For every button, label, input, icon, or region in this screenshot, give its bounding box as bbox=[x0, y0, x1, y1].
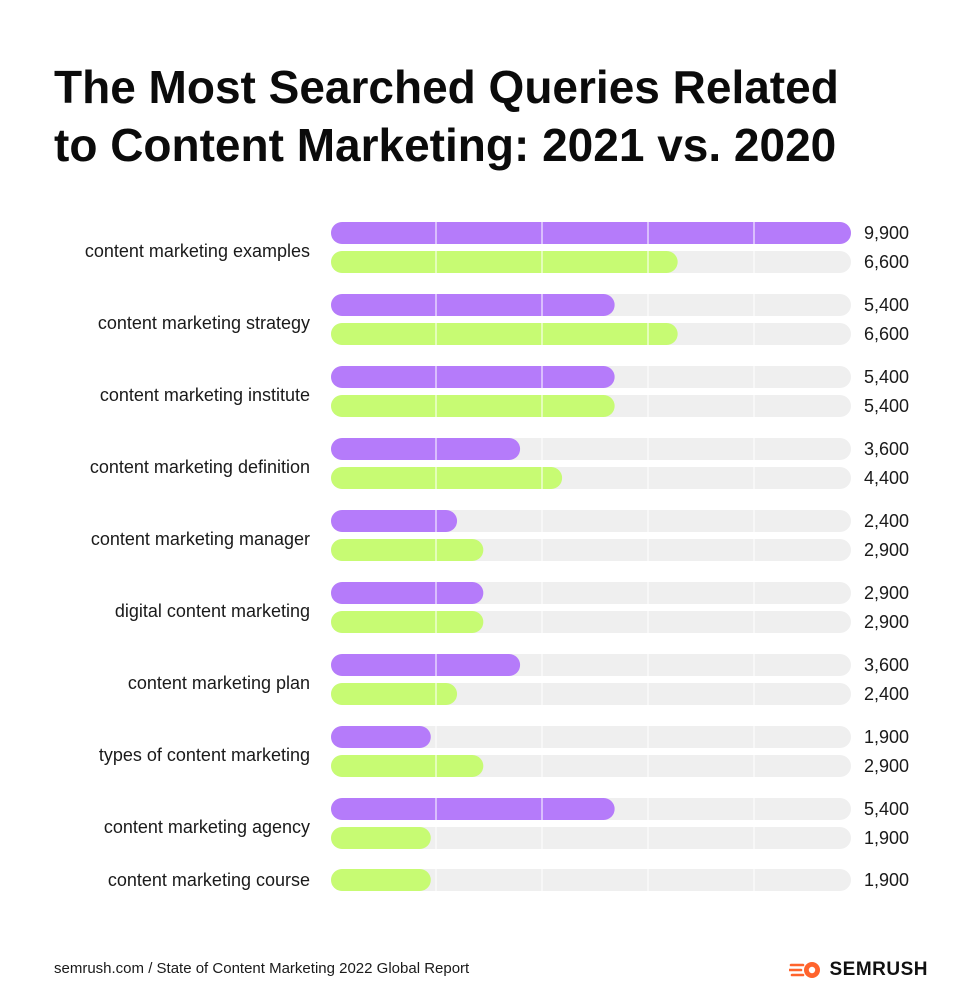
bar-2020 bbox=[331, 395, 615, 417]
bar-track bbox=[331, 869, 851, 891]
category-label: digital content marketing bbox=[115, 601, 310, 621]
semrush-fire-icon bbox=[789, 962, 821, 978]
bar-2021 bbox=[331, 798, 615, 820]
category-label: types of content marketing bbox=[99, 745, 310, 765]
value-label: 2,900 bbox=[864, 583, 909, 603]
value-label: 5,400 bbox=[864, 396, 909, 416]
bar-2020 bbox=[331, 755, 484, 777]
chart-title-line-2: to Content Marketing: 2021 vs. 2020 bbox=[54, 119, 837, 171]
value-label: 2,900 bbox=[864, 612, 909, 632]
value-label: 6,600 bbox=[864, 324, 909, 344]
bar-2021 bbox=[331, 582, 484, 604]
bar-2020 bbox=[331, 683, 458, 705]
value-label: 4,400 bbox=[864, 468, 909, 488]
value-label: 5,400 bbox=[864, 799, 909, 819]
category-label: content marketing definition bbox=[90, 457, 310, 477]
category-label: content marketing course bbox=[108, 870, 310, 890]
bar-track bbox=[331, 510, 851, 532]
bar-track bbox=[331, 827, 851, 849]
category-label: content marketing examples bbox=[85, 241, 310, 261]
bar-2021 bbox=[331, 294, 615, 316]
bar-2020 bbox=[331, 251, 678, 273]
bar-2020 bbox=[331, 869, 431, 891]
brand-name: SEMRUSH bbox=[829, 959, 928, 980]
category-label: content marketing agency bbox=[104, 817, 310, 837]
bar-2020 bbox=[331, 827, 431, 849]
category-label: content marketing plan bbox=[128, 673, 310, 693]
value-label: 1,900 bbox=[864, 828, 909, 848]
value-label: 1,900 bbox=[864, 727, 909, 747]
bar-2020 bbox=[331, 539, 484, 561]
value-label: 6,600 bbox=[864, 252, 909, 272]
bar-2020 bbox=[331, 611, 484, 633]
value-label: 5,400 bbox=[864, 295, 909, 315]
bar-2021 bbox=[331, 654, 521, 676]
chart-title: The Most Searched Queries Related to Con… bbox=[54, 58, 934, 174]
value-label: 2,900 bbox=[864, 540, 909, 560]
source-footer: semrush.com / State of Content Marketing… bbox=[54, 960, 470, 977]
value-label: 1,900 bbox=[864, 870, 909, 890]
bar-2021 bbox=[331, 366, 615, 388]
bar-2020 bbox=[331, 323, 678, 345]
brand-logo: SEMRUSH bbox=[789, 959, 928, 981]
bar-2021 bbox=[331, 510, 458, 532]
chart-title-line-1: The Most Searched Queries Related bbox=[54, 61, 839, 113]
value-label: 2,400 bbox=[864, 684, 909, 704]
value-label: 9,900 bbox=[864, 223, 909, 243]
value-label: 2,900 bbox=[864, 756, 909, 776]
bar-track bbox=[331, 683, 851, 705]
value-label: 2,400 bbox=[864, 511, 909, 531]
bar-track bbox=[331, 726, 851, 748]
bar-2020 bbox=[331, 467, 563, 489]
value-label: 3,600 bbox=[864, 439, 909, 459]
value-label: 3,600 bbox=[864, 655, 909, 675]
bar-2021 bbox=[331, 726, 431, 748]
value-label: 5,400 bbox=[864, 367, 909, 387]
bar-2021 bbox=[331, 222, 851, 244]
category-label: content marketing institute bbox=[100, 385, 310, 405]
bar-2021 bbox=[331, 438, 521, 460]
category-label: content marketing strategy bbox=[98, 313, 310, 333]
category-label: content marketing manager bbox=[91, 529, 310, 549]
